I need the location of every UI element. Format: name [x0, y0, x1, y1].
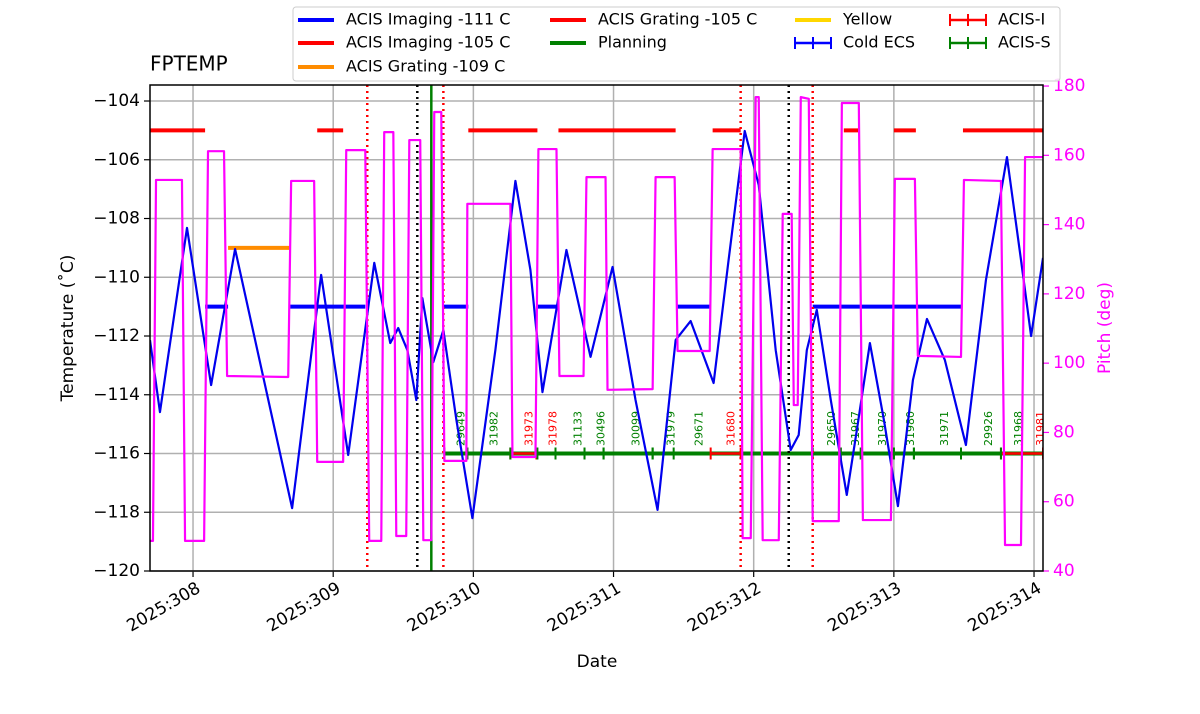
- obsid-label: 31978: [546, 411, 559, 446]
- legend-label: ACIS Grating -109 C: [346, 57, 505, 76]
- y-tick-label: −114: [93, 385, 140, 405]
- y-tick-label: −108: [93, 209, 140, 229]
- y2-tick-label: 180: [1053, 76, 1085, 96]
- legend-label: ACIS Imaging -105 C: [346, 33, 510, 52]
- x-axis-label: Date: [577, 652, 618, 672]
- obsid-label: 29671: [693, 411, 706, 446]
- y2-tick-label: 80: [1053, 422, 1075, 442]
- legend-label: Yellow: [842, 10, 892, 29]
- obsid-label: 31981: [1034, 411, 1047, 446]
- legend-label: ACIS Imaging -111 C: [346, 10, 510, 29]
- obsid-label: 29926: [982, 411, 995, 446]
- y-tick-label: −104: [93, 91, 140, 111]
- legend-label: ACIS Grating -105 C: [598, 10, 757, 29]
- y-tick-label: −112: [93, 326, 140, 346]
- y-tick-label: −110: [93, 267, 140, 287]
- obsid-label: 31982: [487, 411, 500, 446]
- y2-tick-label: 100: [1053, 353, 1085, 373]
- pitch-line: [150, 96, 1043, 547]
- y2-tick-label: 60: [1053, 492, 1075, 512]
- plot-frame: [149, 84, 1044, 572]
- legend-label: ACIS-S: [998, 33, 1051, 52]
- y-tick-label: −118: [93, 502, 140, 522]
- y2-tick-label: 40: [1053, 561, 1075, 581]
- obsid-label: 30496: [594, 411, 607, 446]
- legend-box: [292, 6, 1061, 82]
- y2-tick-label: 160: [1053, 145, 1085, 165]
- y-axis-label: Temperature (˚C): [57, 255, 78, 403]
- obsid-label: 31971: [938, 411, 951, 446]
- legend-label: Cold ECS: [843, 33, 915, 52]
- obsid-label: 29649: [454, 411, 467, 446]
- legend-label: ACIS-I: [998, 10, 1045, 29]
- y-tick-label: −106: [93, 150, 140, 170]
- temperature-line: [150, 129, 1043, 520]
- plot-area: 29649 31982 31973 31978 31133 30496 30099 31979…: [150, 85, 1047, 571]
- chart-title: FPTEMP: [150, 52, 228, 76]
- y2-tick-label: 140: [1053, 215, 1085, 235]
- obsid-label: 31133: [571, 411, 584, 446]
- legend-label: Planning: [598, 33, 667, 52]
- obsid-label: 31973: [522, 411, 535, 446]
- obsid-label: 31680: [725, 411, 738, 446]
- obsid-label: 31970: [876, 411, 889, 446]
- y2-axis-label: Pitch (deg): [1095, 282, 1115, 374]
- y2-tick-label: 120: [1053, 284, 1085, 304]
- y-tick-label: −120: [93, 561, 140, 581]
- y-tick-label: −116: [93, 444, 140, 464]
